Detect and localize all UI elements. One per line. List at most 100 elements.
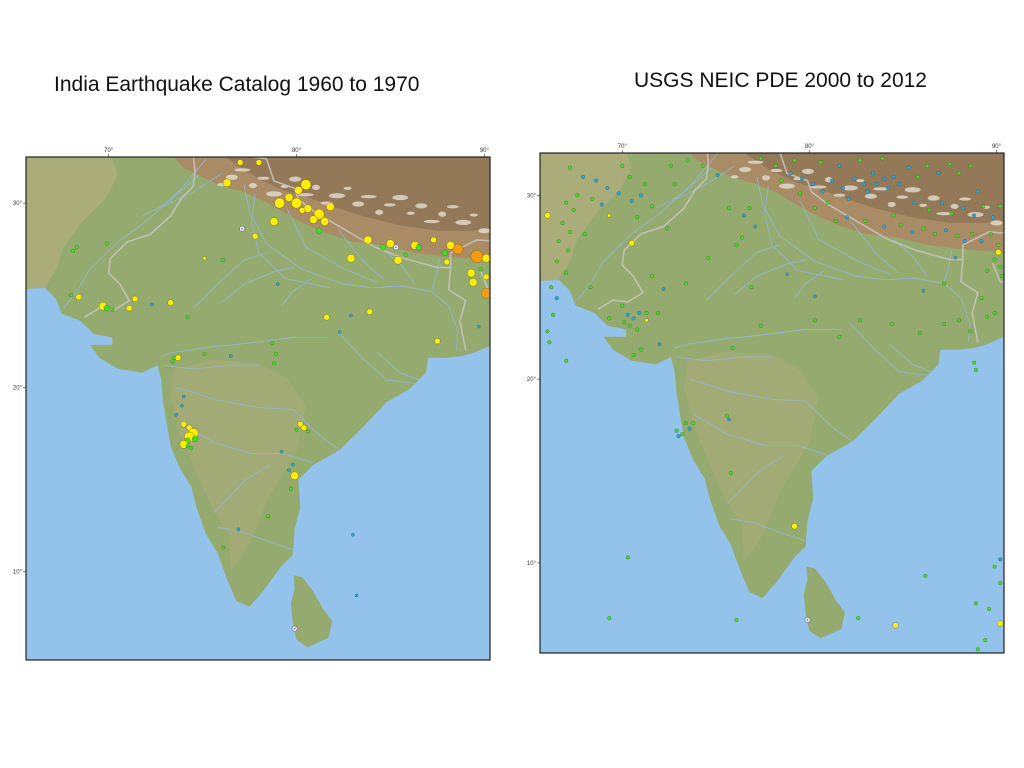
earthquake-marker-green [734, 617, 739, 622]
snow-patch [990, 220, 1003, 226]
earthquake-marker-cyan [599, 202, 604, 207]
river [706, 244, 780, 301]
earthquake-marker-green [968, 329, 973, 334]
lon-tick-label: 70° [104, 148, 114, 154]
earthquake-marker-yellow [309, 215, 318, 224]
earthquake-marker-green [970, 231, 975, 236]
earthquake-marker-green [957, 318, 962, 323]
earthquake-marker-green [627, 174, 632, 179]
earthquake-marker-green [668, 163, 674, 168]
earthquake-marker-green [726, 206, 732, 211]
earthquake-marker-cyan [921, 289, 926, 293]
earthquake-marker-green [655, 310, 660, 315]
earthquake-marker-yellow [366, 308, 373, 315]
earthquake-marker-green [973, 367, 978, 372]
earthquake-marker-yellow [180, 421, 187, 428]
land-sri-lanka [803, 566, 845, 639]
earthquake-marker-green [812, 206, 818, 211]
earthquake-marker-orange [452, 243, 464, 255]
earthquake-marker-green [955, 233, 960, 238]
river [163, 364, 259, 370]
earthquake-marker-green [273, 352, 278, 357]
earthquake-marker-green [556, 239, 561, 244]
earthquake-marker-green [627, 323, 632, 328]
earthquake-marker-green [779, 178, 784, 183]
earthquake-marker-green [818, 160, 823, 165]
map-panel-india-catalog[interactable]: 70° 80° 90° 30° 20° 10° [8, 143, 494, 666]
earthquake-marker-green [985, 268, 990, 273]
snow-patch [810, 185, 827, 189]
earthquake-marker-cyan [910, 229, 915, 235]
earthquake-marker-cyan [975, 189, 980, 194]
earthquake-marker-cyan [882, 224, 887, 229]
earthquake-marker-cyan [351, 532, 355, 537]
earthquake-marker-green [947, 161, 952, 167]
earthquake-marker-cyan [841, 185, 846, 190]
earthquake-marker-cyan [687, 426, 692, 431]
earthquake-marker-yellow [255, 159, 263, 166]
earthquake-marker-yellow [75, 293, 82, 301]
earthquake-marker-green [545, 329, 550, 334]
river [577, 153, 719, 301]
earthquake-marker-cyan [476, 324, 481, 329]
earthquake-marker-yellow [291, 197, 302, 209]
earthquake-marker-green [749, 285, 754, 290]
map-area [540, 153, 1004, 653]
earthquake-marker-cyan [990, 215, 995, 220]
earthquake-marker-cyan [638, 193, 644, 198]
earthquake-marker-green [270, 341, 275, 346]
snow-patch [864, 193, 877, 199]
lat-tick-label: 10° [527, 561, 537, 567]
earthquake-marker-cyan [799, 176, 804, 181]
earthquake-marker-yellow [483, 273, 490, 280]
earthquake-marker-cyan [785, 272, 789, 277]
earthquake-marker-green [631, 353, 636, 358]
river [794, 270, 825, 299]
river [726, 455, 784, 505]
earthquake-marker-yellow [628, 239, 635, 247]
map-panel-usgs-neic[interactable]: 70° 80° 90° 30° 20° 10° [522, 139, 1008, 659]
snow-patch [438, 211, 447, 217]
snow-patch [959, 197, 972, 201]
earthquake-marker-green [683, 421, 688, 426]
earthquake-marker-cyan [865, 189, 870, 194]
earthquake-marker-cyan [657, 342, 662, 347]
earthquake-marker-green [691, 421, 696, 426]
earthquake-marker-cyan [820, 189, 825, 194]
earthquake-marker-green [979, 296, 984, 301]
earthquake-marker-cyan [844, 215, 849, 220]
earthquake-marker-cyan [661, 287, 666, 291]
earthquake-marker-green [680, 432, 685, 437]
earthquake-marker-green [957, 171, 962, 176]
river [730, 518, 806, 542]
snow-patch [841, 185, 858, 191]
earthquake-marker-green [266, 514, 271, 519]
lon-tick-label: 80° [805, 144, 815, 150]
earthquake-marker-green [927, 207, 932, 213]
earthquake-marker-green [650, 204, 655, 209]
earthquake-marker-cyan [861, 182, 866, 187]
lon-tick-label: 80° [292, 148, 302, 154]
earthquake-marker-yellow [607, 213, 612, 218]
earthquake-marker-cyan [953, 255, 958, 260]
earthquake-marker-green [620, 303, 625, 308]
earthquake-marker-cyan [897, 182, 902, 187]
earthquake-marker-green [949, 211, 954, 216]
snow-patch [950, 203, 959, 209]
land-sri-lanka [290, 575, 333, 648]
earthquake-marker-cyan [979, 239, 984, 244]
river [250, 193, 331, 289]
earthquake-marker-green [622, 320, 627, 325]
earthquake-marker-green [998, 581, 1003, 586]
earthquake-marker-yellow [175, 354, 182, 361]
earthquake-marker-green [700, 163, 705, 168]
snow-patch [904, 187, 921, 193]
snow-patch [770, 168, 783, 173]
border-line [447, 267, 467, 351]
river [756, 176, 971, 343]
earthquake-marker-green [915, 174, 920, 179]
river [162, 173, 222, 208]
snow-patch [801, 168, 814, 174]
earthquake-marker-green [923, 573, 928, 578]
snow-patch [778, 183, 795, 189]
